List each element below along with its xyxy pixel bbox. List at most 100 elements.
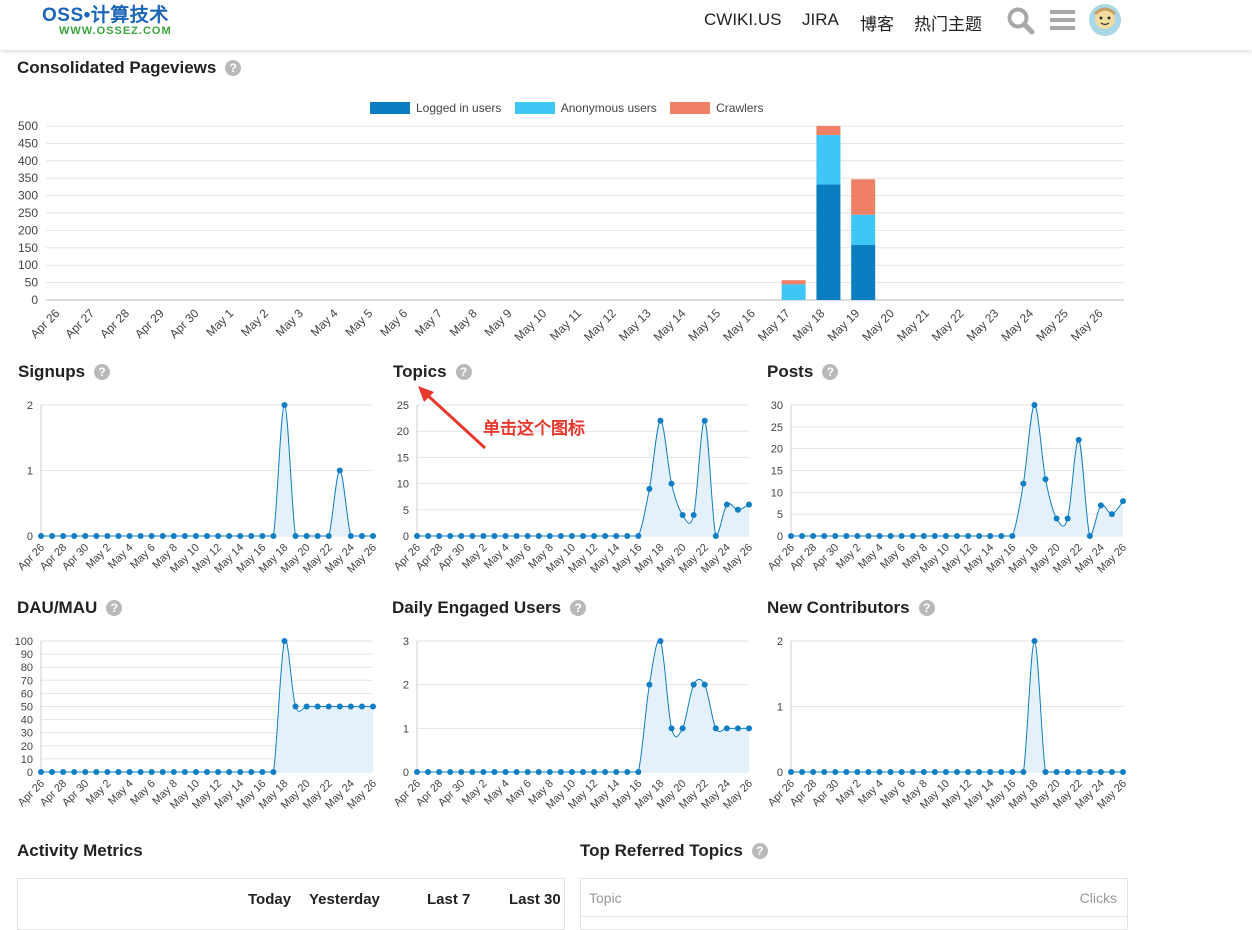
data-point[interactable] — [865, 533, 872, 539]
data-point[interactable] — [148, 769, 155, 775]
data-point[interactable] — [1097, 769, 1104, 775]
data-point[interactable] — [1053, 515, 1060, 522]
search-icon[interactable] — [1006, 6, 1036, 36]
data-point[interactable] — [557, 533, 564, 539]
data-point[interactable] — [712, 725, 719, 732]
data-point[interactable] — [491, 769, 498, 775]
data-point[interactable] — [591, 769, 598, 775]
data-point[interactable] — [491, 533, 498, 539]
help-icon[interactable]: ? — [94, 364, 111, 380]
data-point[interactable] — [668, 725, 675, 732]
data-point[interactable] — [832, 769, 839, 775]
data-point[interactable] — [1075, 436, 1082, 443]
nav-link-cwiki[interactable]: CWIKI.US — [704, 10, 782, 29]
data-point[interactable] — [701, 417, 708, 424]
data-point[interactable] — [810, 769, 817, 775]
data-point[interactable] — [270, 533, 277, 539]
data-point[interactable] — [170, 533, 177, 539]
nav-link-blog[interactable]: 博客 — [860, 15, 894, 34]
bar-segment[interactable] — [851, 245, 876, 300]
data-point[interactable] — [568, 533, 575, 539]
data-point[interactable] — [602, 769, 609, 775]
data-point[interactable] — [303, 533, 310, 539]
data-point[interactable] — [358, 703, 365, 710]
data-point[interactable] — [226, 533, 233, 539]
data-point[interactable] — [898, 533, 905, 539]
data-point[interactable] — [148, 533, 155, 539]
help-icon[interactable]: ? — [918, 600, 935, 616]
help-icon[interactable]: ? — [822, 364, 839, 380]
data-point[interactable] — [613, 769, 620, 775]
data-point[interactable] — [292, 533, 299, 539]
data-point[interactable] — [942, 769, 949, 775]
data-point[interactable] — [1075, 769, 1082, 775]
data-point[interactable] — [336, 467, 343, 474]
data-point[interactable] — [746, 725, 752, 732]
data-point[interactable] — [370, 533, 376, 539]
data-point[interactable] — [887, 533, 894, 539]
data-point[interactable] — [292, 703, 299, 710]
data-point[interactable] — [591, 533, 598, 539]
data-point[interactable] — [954, 769, 960, 775]
data-point[interactable] — [723, 725, 730, 732]
data-point[interactable] — [746, 501, 752, 508]
data-point[interactable] — [480, 769, 487, 775]
help-icon[interactable]: ? — [455, 364, 472, 380]
help-icon[interactable]: ? — [570, 600, 587, 616]
data-point[interactable] — [799, 769, 806, 775]
data-point[interactable] — [436, 769, 443, 775]
data-point[interactable] — [1120, 769, 1126, 775]
data-point[interactable] — [347, 703, 354, 710]
data-point[interactable] — [1020, 480, 1027, 487]
data-point[interactable] — [1009, 533, 1016, 539]
data-point[interactable] — [82, 769, 89, 775]
data-point[interactable] — [712, 533, 719, 539]
data-point[interactable] — [248, 769, 255, 775]
data-point[interactable] — [502, 533, 509, 539]
data-point[interactable] — [602, 533, 609, 539]
data-point[interactable] — [788, 533, 794, 539]
data-point[interactable] — [931, 533, 938, 539]
data-point[interactable] — [181, 769, 188, 775]
data-point[interactable] — [580, 769, 586, 775]
data-point[interactable] — [1031, 402, 1038, 408]
data-point[interactable] — [679, 512, 686, 519]
data-point[interactable] — [657, 417, 664, 424]
data-point[interactable] — [281, 638, 288, 644]
data-point[interactable] — [854, 769, 861, 775]
data-point[interactable] — [425, 769, 432, 775]
bar-segment[interactable] — [816, 126, 841, 136]
bar-segment[interactable] — [816, 184, 841, 300]
bar-segment[interactable] — [781, 284, 806, 300]
bar-segment[interactable] — [781, 280, 806, 285]
data-point[interactable] — [613, 533, 620, 539]
help-icon[interactable]: ? — [106, 600, 123, 616]
data-point[interactable] — [204, 769, 210, 775]
data-point[interactable] — [942, 533, 949, 539]
data-point[interactable] — [314, 533, 321, 539]
data-point[interactable] — [60, 769, 67, 775]
data-point[interactable] — [226, 769, 233, 775]
data-point[interactable] — [524, 769, 531, 775]
data-point[interactable] — [843, 533, 850, 539]
data-point[interactable] — [624, 533, 631, 539]
data-point[interactable] — [325, 533, 332, 539]
data-point[interactable] — [788, 769, 794, 775]
data-point[interactable] — [215, 769, 222, 775]
nav-link-jira[interactable]: JIRA — [802, 10, 839, 29]
data-point[interactable] — [987, 533, 994, 539]
data-point[interactable] — [104, 769, 111, 775]
data-point[interactable] — [181, 533, 188, 539]
data-point[interactable] — [104, 533, 111, 539]
data-point[interactable] — [810, 533, 817, 539]
data-point[interactable] — [998, 769, 1005, 775]
data-point[interactable] — [71, 533, 78, 539]
data-point[interactable] — [447, 769, 454, 775]
data-point[interactable] — [347, 533, 354, 539]
data-point[interactable] — [1009, 769, 1016, 775]
data-point[interactable] — [965, 533, 972, 539]
data-point[interactable] — [799, 533, 806, 539]
data-point[interactable] — [1042, 769, 1049, 775]
data-point[interactable] — [281, 402, 288, 408]
data-point[interactable] — [690, 681, 697, 688]
